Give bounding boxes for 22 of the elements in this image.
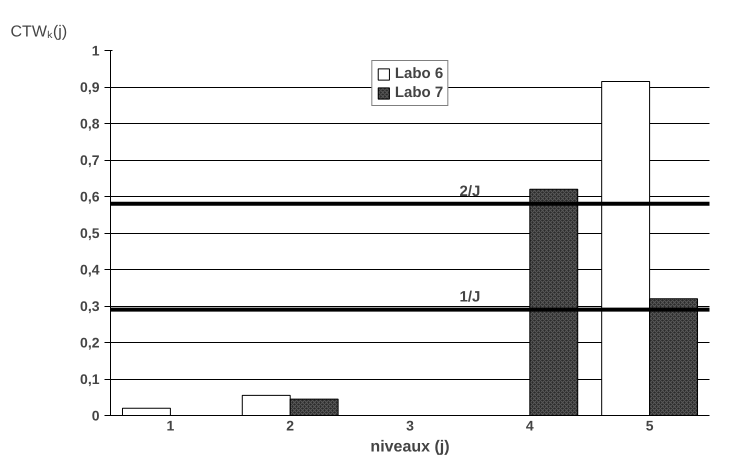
y-tick-label: 0,7 [80, 152, 100, 168]
y-tick-label: 1 [92, 42, 100, 58]
y-tick-label: 0,1 [80, 371, 100, 387]
x-tick-label: 4 [526, 418, 534, 434]
x-tick-label: 2 [286, 418, 294, 434]
y-tick-label: 0,3 [80, 298, 100, 314]
ref-line-label: 2/J [459, 182, 480, 200]
y-axis-title: CTWₖ(j) [10, 24, 68, 40]
x-axis-title: niveaux (j) [370, 438, 450, 456]
y-tick-label: 0,4 [80, 262, 100, 278]
y-tick-label: 0,5 [80, 225, 100, 241]
legend-label: Labo 7 [394, 84, 444, 101]
x-tick-label: 1 [166, 418, 175, 434]
x-tick-label: 5 [646, 418, 654, 434]
y-tick-label: 0,9 [80, 79, 100, 95]
y-tick-label: 0,8 [80, 116, 100, 132]
ref-line-label: 1/J [459, 288, 480, 306]
y-tick-label: 0,2 [80, 334, 100, 350]
y-tick-label: 0,6 [80, 188, 100, 204]
y-tick-label: 0 [92, 408, 100, 424]
x-tick-label: 3 [406, 418, 414, 434]
legend-label: Labo 6 [394, 65, 444, 82]
